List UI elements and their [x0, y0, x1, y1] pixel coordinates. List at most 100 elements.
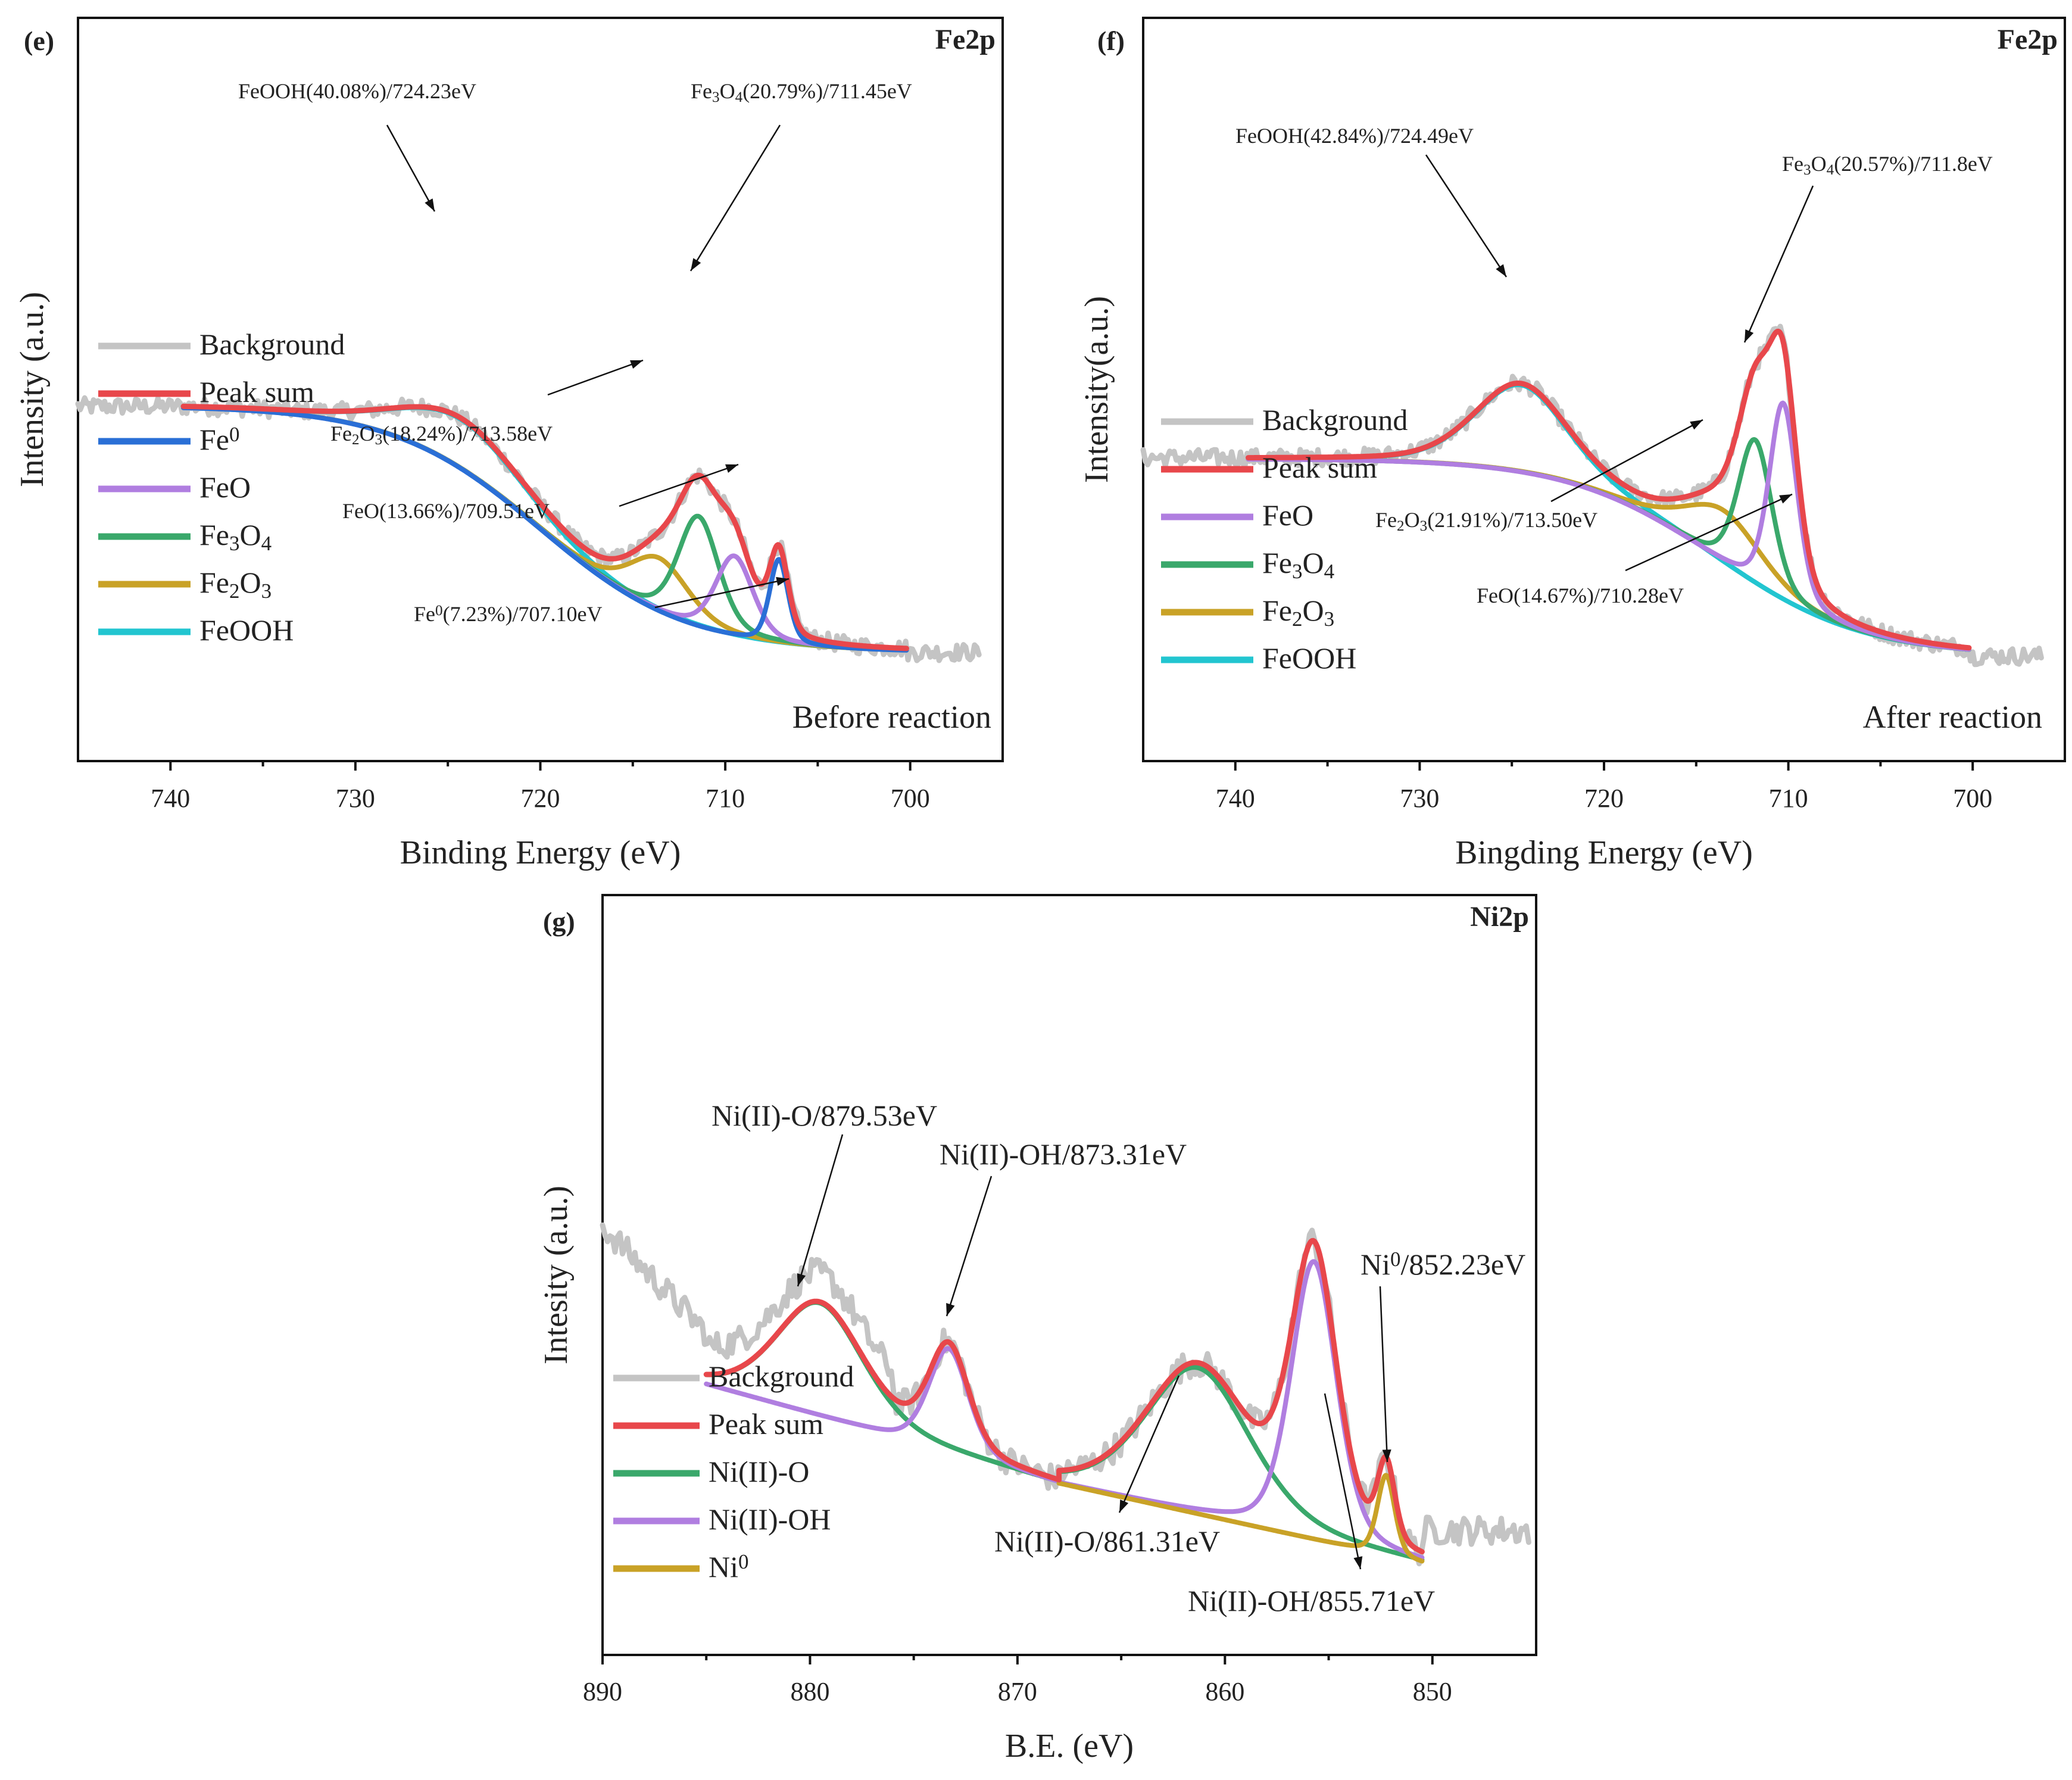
peak-annotation: Ni(II)-OH/855.71eV: [1188, 1584, 1435, 1617]
series-peak_sum: [1246, 328, 1972, 651]
annotation-arrow: [797, 1134, 844, 1287]
series-feo: [1246, 400, 1971, 652]
x-tick-label: 720: [521, 784, 560, 813]
peak-annotation: FeO(13.66%)/709.51eV: [342, 499, 550, 523]
peak-annotation: FeOOH(40.08%)/724.23eV: [238, 79, 476, 103]
peak-annotation: Ni(II)-OH/873.31eV: [940, 1137, 1187, 1171]
x-tick-label: 730: [336, 784, 375, 813]
legend-label-background: Background: [199, 328, 345, 361]
legend-label-feo: FeO: [1262, 498, 1313, 532]
peak-annotation: Fe3O4(20.79%)/711.45eV: [691, 79, 912, 105]
legend-label-nio: Ni(II)-O: [709, 1455, 809, 1488]
series-peak_sum: [180, 403, 909, 651]
series-ni0: [1056, 1473, 1425, 1564]
y-axis-label: Intensity (a.u.): [14, 292, 51, 487]
x-tick-label: 710: [706, 784, 745, 813]
annotations: FeOOH(40.08%)/724.23eV Fe3O4(20.79%)/711.…: [238, 79, 912, 626]
annotation-arrow: [654, 578, 790, 609]
legend-label-background: Background: [709, 1360, 854, 1393]
annotation-arrowhead: [1353, 1556, 1363, 1569]
series-peak_sum: [703, 1237, 1425, 1555]
annotation-arrowhead: [691, 258, 701, 271]
condition-label: Before reaction: [792, 699, 991, 735]
legend-label-feooh: FeOOH: [1262, 641, 1356, 675]
x-tick-label: 740: [1216, 784, 1255, 813]
series-group: [75, 395, 982, 663]
element-label: Fe2p: [1998, 24, 2058, 55]
legend-label-feo: FeO: [199, 470, 251, 504]
legend-label-peak_sum: Peak sum: [1262, 451, 1377, 484]
annotation-arrowhead: [725, 464, 738, 473]
series-group: [1140, 323, 2044, 668]
legend: Background Peak sum Ni(II)-O Ni(II)-OH Ni…: [613, 1360, 854, 1583]
annotation-arrowhead: [797, 1273, 806, 1286]
peak-annotation: Fe0(7.23%)/707.10eV: [414, 602, 603, 626]
x-axis-label: Binding Energy (eV): [400, 834, 681, 871]
condition-label: After reaction: [1863, 699, 2042, 735]
annotation-arrowhead: [1496, 264, 1506, 277]
x-tick-label: 890: [583, 1677, 622, 1706]
series-group: [600, 1222, 1531, 1567]
peak-annotation: Fe2O3(21.91%)/713.50eV: [1375, 508, 1597, 534]
annotation-arrow: [1550, 419, 1703, 503]
annotation-arrow: [689, 124, 781, 272]
x-tick-label: 870: [998, 1677, 1037, 1706]
annotation-arrow: [1425, 154, 1508, 278]
annotation-arrowhead: [1382, 1449, 1391, 1462]
annotation-arrowhead: [776, 576, 789, 586]
x-tick-label: 880: [790, 1677, 829, 1706]
annotation-arrowhead: [630, 360, 643, 369]
x-tick-label: 730: [1400, 784, 1439, 813]
annotation-arrow: [1324, 1393, 1362, 1570]
x-tick-label: 710: [1769, 784, 1808, 813]
legend-label-peak_sum: Peak sum: [199, 375, 314, 409]
annotation-arrowhead: [1745, 329, 1754, 342]
annotation-arrowhead: [1779, 494, 1792, 504]
peak-annotation: Ni(II)-O/861.31eV: [994, 1525, 1220, 1558]
panel-e-fe2p-before: 740 730 720 710 700 Binding Energy (eV) Intens…: [14, 17, 1004, 871]
legend-label-nioh: Ni(II)-OH: [709, 1502, 831, 1536]
legend-label-fe0: Fe0: [199, 423, 240, 456]
legend-label-peak_sum: Peak sum: [709, 1407, 823, 1441]
element-label: Fe2p: [935, 24, 996, 55]
x-axis-label: Bingding Energy (eV): [1455, 834, 1753, 871]
legend: Background Peak sum FeO Fe3O4 Fe2O3 FeOOH: [1161, 403, 1408, 675]
peak-annotation: Fe3O4(20.57%)/711.8eV: [1782, 152, 1993, 178]
legend-label-fe3o4: Fe3O4: [199, 518, 272, 555]
peak-annotation: FeOOH(42.84%)/724.49eV: [1235, 124, 1474, 148]
peak-annotation: Ni0/852.23eV: [1360, 1248, 1525, 1281]
legend-label-feooh: FeOOH: [199, 613, 294, 647]
annotation-arrow: [945, 1176, 993, 1317]
panel-f-fe2p-after: 740 730 720 710 700 Bingding Energy (eV) Inten…: [1078, 17, 2066, 871]
annotation-arrow: [386, 124, 436, 212]
panel-label: (f): [1097, 26, 1125, 56]
y-axis-label: Intensity(a.u.): [1078, 296, 1115, 483]
panel-g-ni2p: 890 880 870 860 850 B.E. (eV) Intesity (a.u.) (…: [538, 894, 1537, 1765]
annotation-arrow: [1118, 1375, 1180, 1513]
x-axis-label: B.E. (eV): [1005, 1728, 1134, 1765]
peak-annotation: FeO(14.67%)/710.28eV: [1477, 584, 1684, 607]
peak-annotation: Ni(II)-O/879.53eV: [712, 1099, 937, 1132]
legend: Background Peak sum Fe0 FeO Fe3O4 Fe2O3 FeOOH: [98, 328, 345, 647]
x-tick-label: 720: [1584, 784, 1624, 813]
legend-label-fe3o4: Fe3O4: [1262, 546, 1334, 583]
x-tick-label: 860: [1205, 1677, 1244, 1706]
annotation-arrow: [1379, 1286, 1388, 1463]
annotation-arrowhead: [946, 1303, 955, 1316]
x-tick-label: 740: [151, 784, 190, 813]
annotation-arrow: [1743, 185, 1814, 343]
panel-label: (e): [24, 26, 54, 56]
x-tick-label: 850: [1413, 1677, 1452, 1706]
legend-label-fe2o3: Fe2O3: [1262, 594, 1334, 631]
peak-annotation: Fe2O3(18.24%)/713.58eV: [330, 422, 553, 448]
element-label: Ni2p: [1470, 901, 1529, 933]
legend-label-fe2o3: Fe2O3: [199, 566, 272, 603]
annotation-arrow: [1625, 493, 1793, 572]
panel-label: (g): [543, 906, 575, 937]
x-tick-label: 700: [891, 784, 930, 813]
y-axis-label: Intesity (a.u.): [538, 1186, 575, 1364]
x-tick-label: 700: [1953, 784, 1992, 813]
plot-frame: [601, 894, 1537, 1656]
